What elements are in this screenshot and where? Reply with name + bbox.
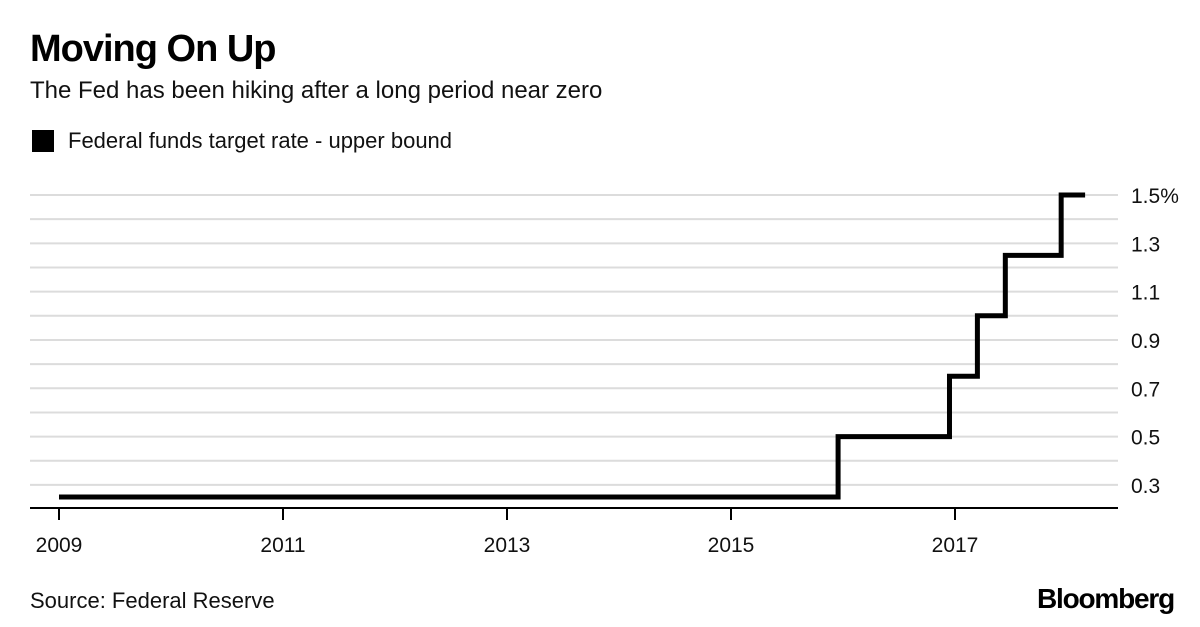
y-tick-label: 1.5% <box>1131 185 1179 208</box>
y-tick-label: 0.7 <box>1131 378 1160 401</box>
legend-swatch <box>32 130 54 152</box>
y-axis-ticks: 0.3 0.5 0.7 0.9 1.1 1.3 1.5% <box>1131 185 1179 498</box>
series-group <box>59 192 1086 500</box>
x-tick-label: 2013 <box>484 534 531 557</box>
chart-title: Moving On Up <box>30 28 277 70</box>
chart-subtitle: The Fed has been hiking after a long per… <box>30 77 603 104</box>
y-tick-label: 0.3 <box>1131 475 1160 498</box>
legend-label: Federal funds target rate - upper bound <box>68 128 453 153</box>
x-tick-label: 2011 <box>260 534 305 557</box>
y-tick-label: 0.9 <box>1131 330 1160 353</box>
y-tick-label: 1.1 <box>1131 282 1160 305</box>
x-tick-label: 2015 <box>708 534 755 557</box>
series-line <box>59 192 1086 500</box>
grid-lines <box>30 194 1118 486</box>
y-tick-label: 1.3 <box>1131 233 1160 256</box>
x-tick-label: 2017 <box>932 534 979 557</box>
x-tick-label: 2009 <box>36 534 83 557</box>
legend: Federal funds target rate - upper bound <box>32 128 452 154</box>
y-tick-label: 0.5 <box>1131 427 1160 450</box>
x-axis: 2009 2011 2013 2015 2017 <box>30 507 1118 557</box>
bloomberg-logo: Bloomberg <box>1037 583 1175 614</box>
source-note: Source: Federal Reserve <box>30 588 275 613</box>
